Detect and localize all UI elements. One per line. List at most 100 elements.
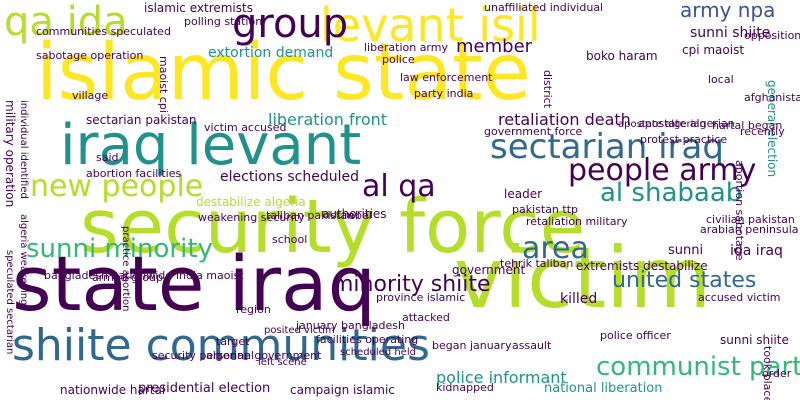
cloud-word: taliban pakistan — [266, 209, 355, 222]
cloud-word: united states — [612, 268, 757, 293]
cloud-word: kidnapped — [436, 381, 494, 394]
cloud-word: presidential election — [138, 381, 271, 396]
cloud-word: liberation army — [364, 41, 448, 54]
cloud-word: abortion sabotage — [733, 160, 746, 261]
cloud-word: sunni — [668, 243, 704, 258]
cloud-word: india maoist — [176, 269, 244, 282]
cloud-word: sectarian pakistan — [86, 113, 197, 127]
cloud-word: sunni shiite — [690, 25, 771, 41]
cloud-word: authorities — [322, 207, 387, 221]
cloud-word: began january — [432, 339, 512, 352]
cloud-word: protest practice — [640, 133, 728, 146]
cloud-word: nationwide hartal — [60, 383, 166, 397]
cloud-word: elections scheduled — [220, 169, 360, 185]
cloud-word: member — [456, 36, 533, 57]
cloud-word: state iraq — [12, 239, 376, 328]
cloud-word: liberation front — [268, 110, 388, 129]
cloud-word: levant isil — [320, 0, 541, 52]
cloud-word: sunni minority — [26, 234, 213, 264]
cloud-word: individual identified — [18, 100, 29, 199]
cloud-word: posited victim — [264, 325, 335, 336]
cloud-word: rebel — [344, 209, 372, 222]
cloud-word: government — [452, 263, 526, 277]
cloud-word: al shabaab — [600, 178, 743, 208]
cloud-word: algerian government — [206, 349, 322, 362]
cloud-word: victim — [454, 229, 712, 327]
cloud-word: national liberation — [544, 381, 663, 396]
cloud-word: weakening security — [198, 211, 305, 224]
cloud-word: attacked — [402, 311, 450, 324]
cloud-word: armed group — [92, 271, 163, 284]
cloud-word: said — [96, 151, 119, 164]
cloud-word: killed — [560, 291, 598, 307]
cloud-word: cpi maoist — [682, 43, 745, 57]
cloud-word: polling station — [184, 15, 263, 28]
cloud-word: police — [382, 53, 415, 66]
cloud-word: order — [762, 367, 792, 380]
cloud-word: general election — [765, 80, 779, 178]
cloud-word: left scene — [258, 357, 307, 368]
cloud-word: security personnel — [152, 349, 254, 362]
cloud-word: scheduled held — [340, 347, 416, 358]
cloud-word: military operation — [3, 100, 17, 208]
cloud-word: pakistan ttp — [512, 203, 579, 216]
cloud-word: opposition — [744, 29, 800, 42]
cloud-word: army npa — [680, 0, 776, 22]
cloud-word: communist party — [596, 352, 800, 382]
cloud-word: islamic extremists — [144, 1, 253, 15]
cloud-word: algeria weakening — [18, 214, 29, 306]
cloud-word: afghanistan — [744, 91, 800, 104]
cloud-word: victim accused — [204, 121, 287, 134]
cloud-word: shiite communities — [12, 320, 430, 371]
cloud-word: target — [216, 335, 250, 348]
cloud-word: people army — [568, 153, 757, 188]
cloud-word: retaliation military — [526, 215, 628, 228]
cloud-word: abortion facilities — [86, 167, 182, 180]
cloud-word: minority shiite — [332, 272, 491, 297]
cloud-word: security force — [80, 184, 586, 270]
cloud-word: accused victim — [698, 291, 781, 304]
cloud-word: police officer — [600, 329, 671, 342]
cloud-word: extremists destabilize — [576, 259, 708, 273]
cloud-word: leader — [504, 187, 543, 201]
cloud-word: practice abortion — [120, 226, 131, 312]
cloud-word: new people — [30, 169, 204, 204]
cloud-word: group — [232, 1, 349, 47]
cloud-word: party india — [414, 87, 474, 100]
cloud-word: islamic state — [36, 28, 531, 118]
cloud-word: al qa — [362, 169, 436, 204]
cloud-word: civilian pakistan — [706, 213, 795, 226]
cloud-word: region — [236, 303, 271, 316]
cloud-word: retaliation death — [498, 110, 631, 129]
cloud-word: extortion demand — [208, 45, 334, 61]
cloud-word: january bangladesh — [296, 319, 405, 332]
cloud-word: hartal began — [712, 119, 783, 132]
cloud-word: apostate algerian — [618, 119, 706, 130]
cloud-word: assault — [512, 339, 552, 352]
cloud-word: communities speculated — [36, 25, 171, 38]
cloud-word: district — [541, 70, 554, 109]
cloud-word: campaign islamic — [290, 383, 395, 397]
cloud-word: took place — [761, 346, 774, 400]
cloud-word: government force — [484, 125, 583, 138]
cloud-word: recently — [740, 125, 785, 138]
cloud-word: destabilize algeria — [196, 195, 306, 209]
cloud-word: boko haram — [586, 49, 658, 63]
cloud-word: ida iraq — [730, 243, 783, 259]
cloud-word: maoist cpi — [157, 56, 170, 113]
cloud-word: area — [522, 231, 589, 266]
cloud-word: school — [272, 233, 308, 246]
cloud-word: sabotage operation — [36, 49, 144, 62]
cloud-word: tehrik taliban — [500, 257, 574, 270]
cloud-word: iraq levant — [60, 113, 362, 178]
cloud-word: bangladesh nationwide — [44, 269, 173, 282]
cloud-word: facilities operating — [316, 333, 419, 346]
cloud-word: police informant — [436, 368, 567, 387]
cloud-word: speculated sectarian — [4, 250, 15, 355]
cloud-word: sunni shiite — [720, 333, 789, 347]
cloud-word: local — [708, 73, 734, 86]
cloud-word: village — [72, 89, 109, 102]
cloud-word: qa ida — [4, 0, 128, 45]
cloud-word: arabian peninsula — [700, 223, 799, 236]
